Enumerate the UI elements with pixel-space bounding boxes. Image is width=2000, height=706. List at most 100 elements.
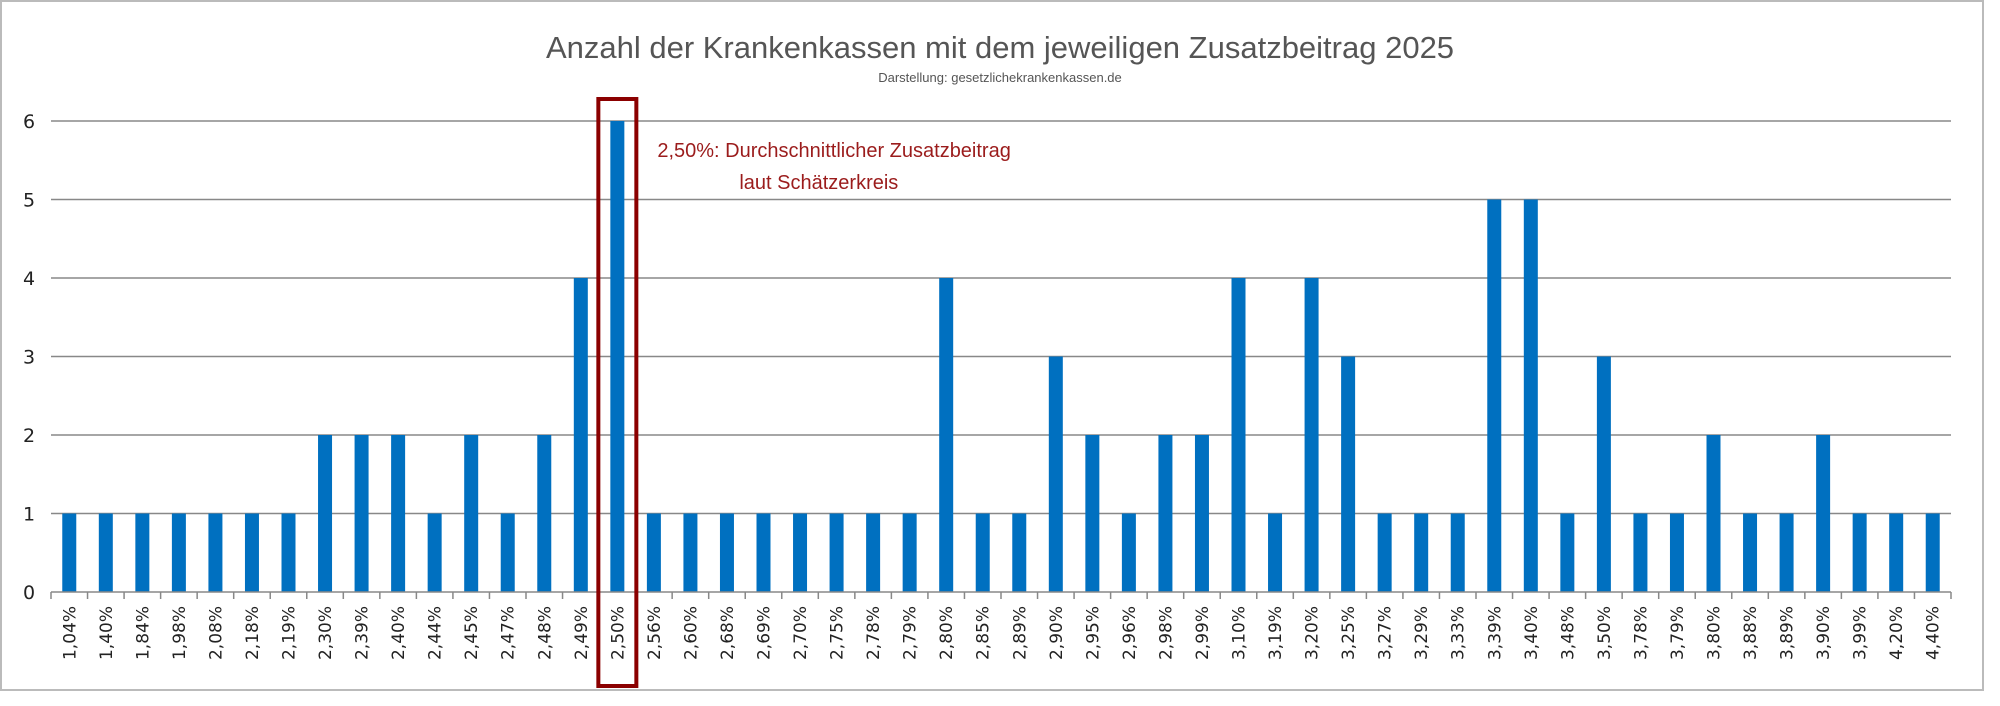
bar [98, 513, 113, 592]
x-tick-label: 2,19% [280, 606, 300, 660]
bar [208, 513, 223, 592]
bars [62, 121, 1940, 592]
x-tick-label: 1,40% [97, 606, 117, 660]
x-tick-label: 2,95% [1083, 606, 1103, 660]
bar [500, 513, 515, 592]
x-tick-label: 3,25% [1339, 606, 1359, 660]
x-tick-label: 2,30% [316, 606, 336, 660]
bar [171, 513, 186, 592]
bar [1889, 513, 1904, 592]
bar [719, 513, 734, 592]
x-tick-label: 1,98% [170, 606, 190, 660]
bar [1816, 435, 1831, 592]
bar [1341, 356, 1356, 592]
bar [1231, 278, 1246, 592]
x-tick-label: 1,04% [60, 606, 80, 660]
x-tick-label: 2,75% [828, 606, 848, 660]
x-tick-label: 2,40% [389, 606, 409, 660]
bar [902, 513, 917, 592]
bar [1669, 513, 1684, 592]
bar [354, 435, 369, 592]
x-tick-label: 2,98% [1156, 606, 1176, 660]
bar [866, 513, 881, 592]
x-tick-label: 3,40% [1522, 606, 1542, 660]
bar [610, 121, 625, 592]
bar [1268, 513, 1283, 592]
x-tick-label: 2,69% [755, 606, 775, 660]
annotation-line-1: 2,50%: Durchschnittlicher Zusatzbeitrag [657, 140, 1011, 162]
x-tick-label: 2,45% [462, 606, 482, 660]
bar [573, 278, 588, 592]
bar [683, 513, 698, 592]
x-tick-label: 2,49% [572, 606, 592, 660]
bar [939, 278, 954, 592]
x-tick-label: 2,89% [1010, 606, 1030, 660]
chart-subtitle: Darstellung: gesetzlichekrankenkassen.de [878, 70, 1122, 85]
bar [427, 513, 442, 592]
bar [281, 513, 296, 592]
x-tick-label: 2,47% [499, 606, 519, 660]
annotation-line-2: laut Schätzerkreis [739, 172, 898, 194]
bar [1085, 435, 1100, 592]
x-tick-label: 3,80% [1705, 606, 1725, 660]
highlight-box [596, 97, 639, 688]
bar [646, 513, 661, 592]
x-tick-label: 3,20% [1303, 606, 1323, 660]
bar [1706, 435, 1721, 592]
x-tick-label: 2,48% [535, 606, 555, 660]
bar [1487, 199, 1502, 592]
bar [975, 513, 990, 592]
x-tick-label: 2,50% [608, 606, 628, 660]
x-tick-label: 2,79% [901, 606, 921, 660]
bar [1633, 513, 1648, 592]
x-tick-label: 2,56% [645, 606, 665, 660]
y-tick-label: 4 [23, 268, 35, 290]
bar [1596, 356, 1611, 592]
y-tick-label: 0 [23, 582, 35, 604]
x-tick-label: 2,78% [864, 606, 884, 660]
x-tick-label: 2,44% [426, 606, 446, 660]
bar [244, 513, 259, 592]
bar [62, 513, 77, 592]
x-tick-label: 3,29% [1412, 606, 1432, 660]
x-tick-label: 3,10% [1230, 606, 1250, 660]
bar [537, 435, 552, 592]
bar [1414, 513, 1429, 592]
x-tick-label: 2,60% [681, 606, 701, 660]
bar [1523, 199, 1538, 592]
bar [1304, 278, 1319, 592]
y-tick-label: 6 [23, 111, 35, 133]
bar [464, 435, 479, 592]
bar [1377, 513, 1392, 592]
y-tick-label: 3 [23, 347, 35, 369]
x-tick-label: 3,78% [1631, 606, 1651, 660]
x-tick-label: 2,08% [206, 606, 226, 660]
x-tick-label: 1,84% [133, 606, 153, 660]
x-tick-label: 2,68% [718, 606, 738, 660]
bar [1779, 513, 1794, 592]
y-tick-label: 5 [23, 190, 35, 212]
x-tick-label: 3,27% [1376, 606, 1396, 660]
x-tick-label: 3,39% [1485, 606, 1505, 660]
bar [1852, 513, 1867, 592]
x-tick-label: 2,85% [974, 606, 994, 660]
y-tick-label: 2 [23, 425, 35, 447]
x-tick-label: 3,88% [1741, 606, 1761, 660]
x-tick-label: 3,48% [1558, 606, 1578, 660]
x-tick-label: 2,99% [1193, 606, 1213, 660]
x-tick-label: 3,33% [1449, 606, 1469, 660]
x-tick-label: 2,70% [791, 606, 811, 660]
bar [135, 513, 150, 592]
bar [318, 435, 333, 592]
bar [1743, 513, 1758, 592]
bar [1925, 513, 1940, 592]
bar [1048, 356, 1063, 592]
x-tick-label: 3,50% [1595, 606, 1615, 660]
x-tick-label: 3,19% [1266, 606, 1286, 660]
y-tick-label: 1 [23, 504, 35, 526]
x-tick-label: 2,96% [1120, 606, 1140, 660]
x-tick-label: 2,18% [243, 606, 263, 660]
x-tick-label: 2,39% [353, 606, 373, 660]
x-tick-label: 3,90% [1814, 606, 1834, 660]
